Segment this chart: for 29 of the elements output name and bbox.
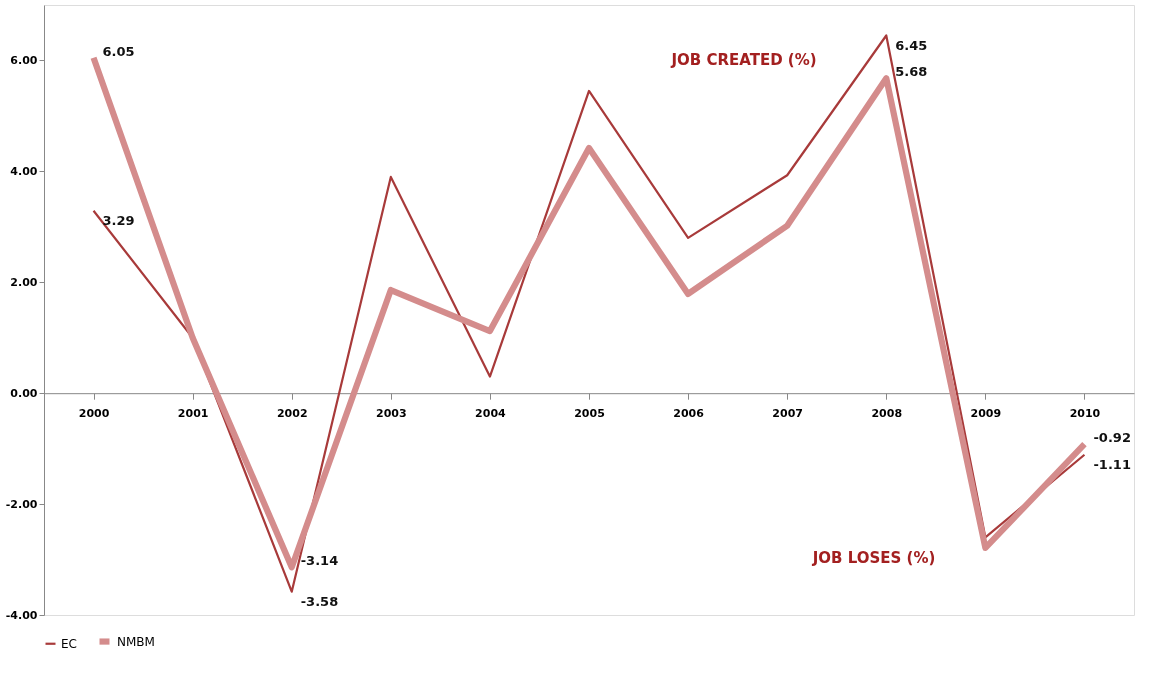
- legend-label: NMBM: [117, 634, 155, 649]
- x-tick-label: 2008: [871, 406, 903, 420]
- data-label: 5.68: [895, 64, 928, 80]
- data-label: -0.92: [1093, 430, 1131, 446]
- y-tick-label: 2.00: [10, 275, 38, 289]
- data-label: 6.05: [102, 43, 135, 59]
- x-tick-label: 2006: [673, 406, 705, 420]
- data-label: 6.45: [895, 37, 928, 53]
- x-tick-label: 2010: [1069, 406, 1101, 420]
- x-tick-label: 2002: [276, 406, 308, 420]
- annotation: JOB LOSES (%): [811, 549, 936, 567]
- y-tick-label: 4.00: [10, 164, 38, 178]
- x-tick-label: 2001: [177, 406, 209, 420]
- y-tick-label: 0.00: [10, 386, 38, 400]
- x-tick-label: 2000: [78, 406, 110, 420]
- y-tick-label: 6.00: [10, 53, 38, 67]
- x-tick-label: 2004: [475, 406, 507, 420]
- y-tick-label: -4.00: [5, 608, 38, 622]
- x-tick-label: 2005: [574, 406, 605, 420]
- data-label: -3.58: [300, 593, 339, 609]
- x-tick-label: 2003: [376, 406, 407, 420]
- data-label: -1.11: [1093, 456, 1131, 472]
- data-label: -3.14: [300, 553, 339, 569]
- data-label: 3.29: [102, 212, 135, 228]
- legend-label: EC: [61, 636, 77, 651]
- x-tick-label: 2007: [772, 406, 803, 420]
- y-tick-label: -2.00: [5, 497, 38, 511]
- x-tick-label: 2009: [970, 406, 1002, 420]
- annotation: JOB CREATED (%): [670, 51, 817, 69]
